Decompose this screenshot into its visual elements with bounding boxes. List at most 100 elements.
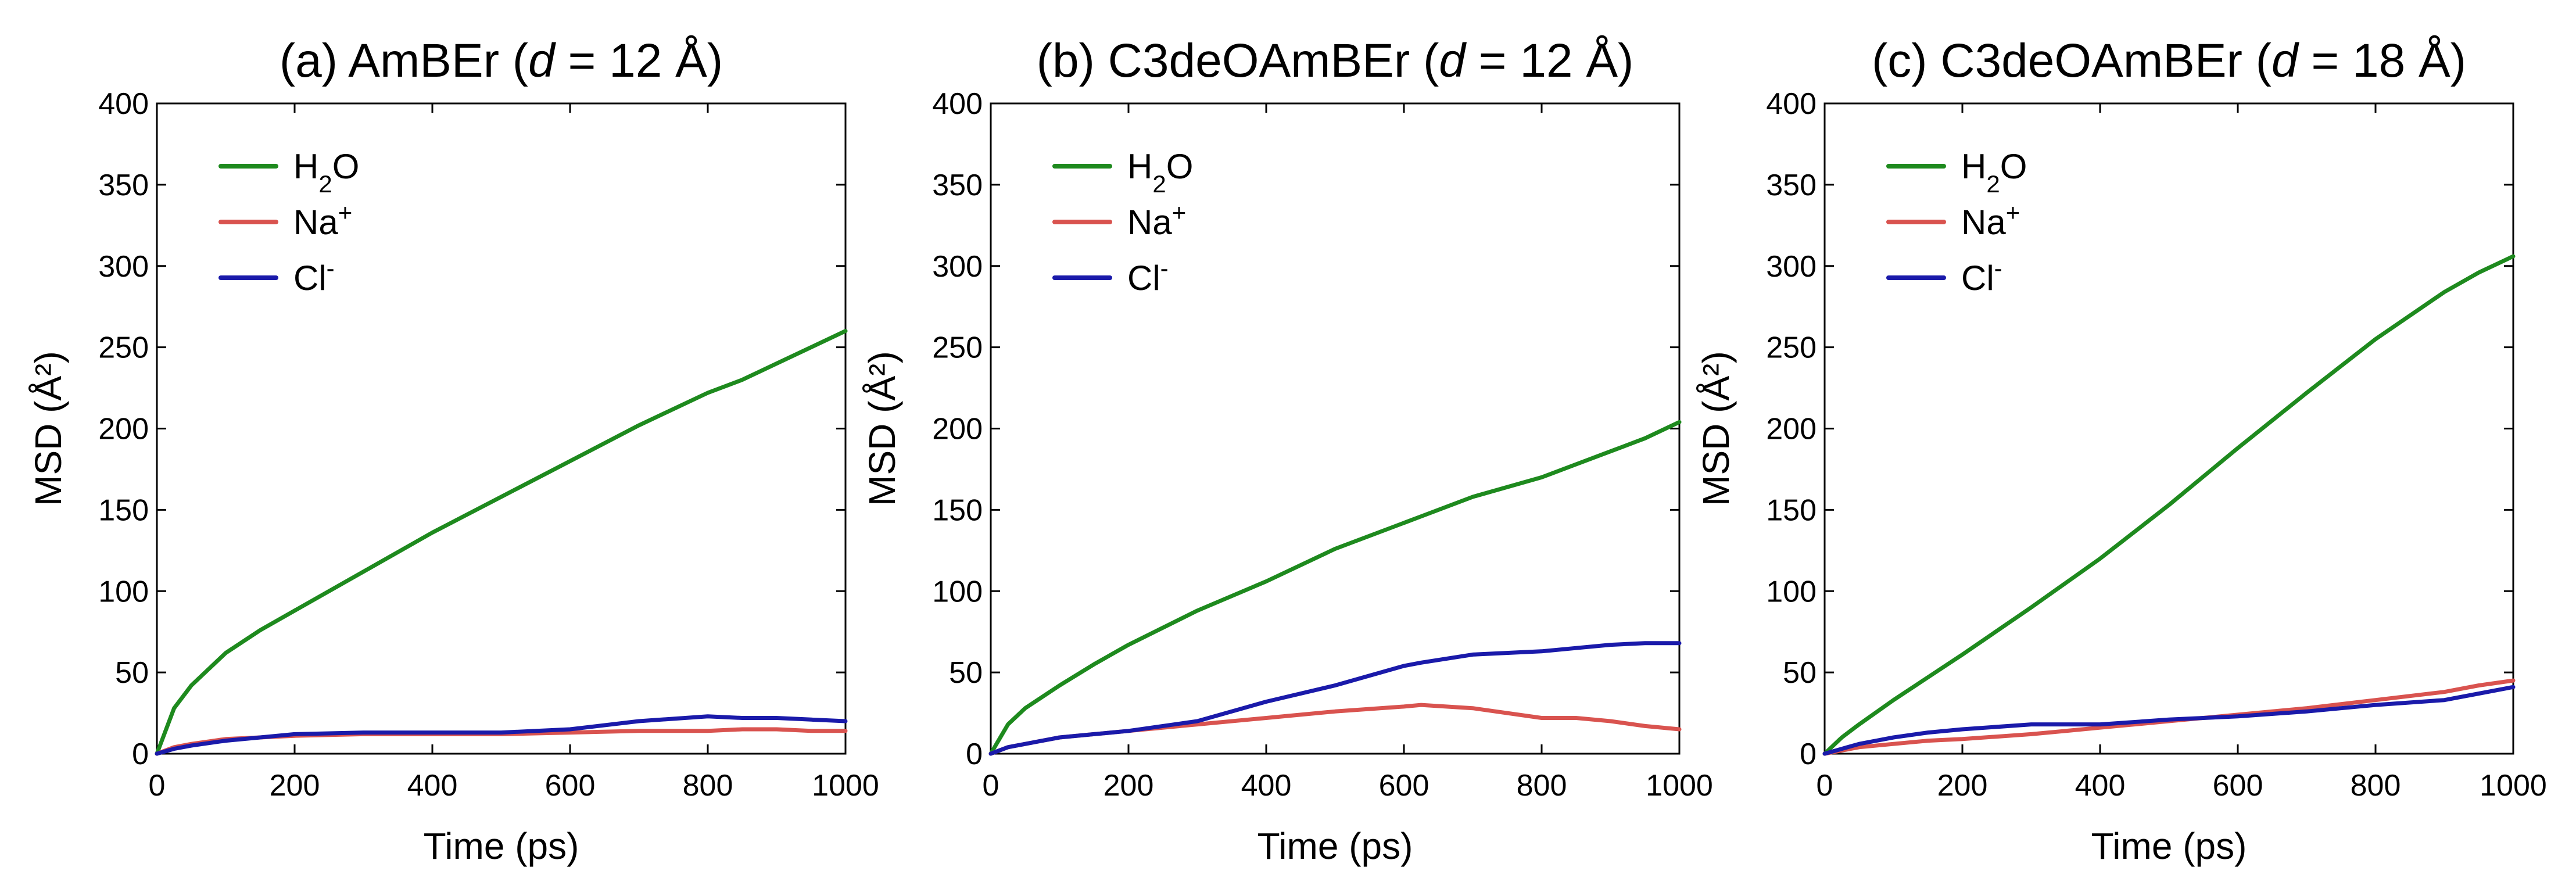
chart-title-italic: d xyxy=(2272,34,2299,87)
y-tick-label: 250 xyxy=(1766,331,1817,365)
legend-label-main: Na xyxy=(1127,203,1172,242)
series-line-h2o xyxy=(155,329,848,756)
chart-title-italic: d xyxy=(1439,34,1467,87)
legend-label-main: Cl xyxy=(293,259,327,298)
chart-title: (a) AmBEr (d = 12 Å) xyxy=(280,34,723,87)
legend-label-main: Na xyxy=(1961,203,2006,242)
y-tick-label: 200 xyxy=(1766,413,1817,446)
series-line-na xyxy=(1822,678,2516,756)
legend-item-cl: Cl- xyxy=(1886,255,2002,298)
series-line-h2o xyxy=(988,420,1682,756)
x-tick-label: 0 xyxy=(1817,769,1833,803)
y-tick-label: 200 xyxy=(932,413,983,446)
series-line-cl xyxy=(155,714,848,756)
y-tick-label: 300 xyxy=(98,250,149,284)
legend-label-sup: + xyxy=(2006,199,2020,226)
x-tick-label: 600 xyxy=(2213,769,2263,803)
x-tick-label: 1000 xyxy=(2480,769,2547,803)
chart-title: (c) C3deOAmBEr (d = 18 Å) xyxy=(1872,34,2466,87)
chart-panel-c: (c) C3deOAmBEr (d = 18 Å) 0 50 100 150 200 250… xyxy=(1695,34,2547,867)
x-tick-label: 800 xyxy=(683,769,733,803)
y-tick-label: 0 xyxy=(132,737,149,771)
legend-item-cl: Cl- xyxy=(1052,255,1169,298)
legend-label-main: H xyxy=(293,147,318,186)
series-line-cl xyxy=(1822,685,2516,756)
legend-item-na: Na+ xyxy=(218,199,353,242)
legend-label-main: H xyxy=(1127,147,1152,186)
x-tick-label: 200 xyxy=(1104,769,1154,803)
y-tick-label: 350 xyxy=(932,169,983,202)
legend-label-tail: O xyxy=(332,147,360,186)
legend-label: Na+ xyxy=(1127,199,1186,242)
chart-title-suffix: = 18 Å) xyxy=(2298,34,2466,87)
y-axis-label: MSD (Å²) xyxy=(27,351,69,506)
y-tick-label: 100 xyxy=(932,575,983,608)
y-tick-label: 100 xyxy=(1766,575,1817,608)
x-tick-label: 1000 xyxy=(812,769,879,803)
x-tick-label: 400 xyxy=(2075,769,2126,803)
legend-label-sup: - xyxy=(327,255,335,282)
y-tick-label: 350 xyxy=(98,169,149,202)
y-tick-label: 400 xyxy=(98,87,149,121)
y-tick-label: 300 xyxy=(1766,250,1817,284)
y-tick-label: 350 xyxy=(1766,169,1817,202)
chart-title-prefix: (b) C3deOAmBEr ( xyxy=(1037,34,1439,87)
chart-panel-a: (a) AmBEr (d = 12 Å) 0 50 100 150 200 250 300 35… xyxy=(27,34,879,867)
y-tick-label: 250 xyxy=(932,331,983,365)
legend-label: H2O xyxy=(1961,147,2027,198)
chart-panel-b: (b) C3deOAmBEr (d = 12 Å) 0 50 100 150 200 250… xyxy=(861,34,1713,867)
legend-label-sub: 2 xyxy=(1986,170,2000,198)
y-tick-label: 0 xyxy=(1800,737,1817,771)
y-tick-label: 200 xyxy=(98,413,149,446)
x-tick-label: 1000 xyxy=(1646,769,1713,803)
legend-label-sup: - xyxy=(1994,255,2002,282)
chart-title-italic: d xyxy=(528,34,556,87)
y-tick-label: 250 xyxy=(98,331,149,365)
y-axis-label: MSD (Å²) xyxy=(1695,351,1737,506)
x-tick-label: 0 xyxy=(149,769,166,803)
x-tick-label: 600 xyxy=(545,769,596,803)
chart-title: (b) C3deOAmBEr (d = 12 Å) xyxy=(1037,34,1634,87)
y-tick-label: 100 xyxy=(98,575,149,608)
legend-item-h2o: H2O xyxy=(1886,147,2027,198)
legend-label: H2O xyxy=(1127,147,1193,198)
y-tick-label: 150 xyxy=(932,493,983,527)
legend-item-na: Na+ xyxy=(1052,199,1186,242)
legend-label-tail: O xyxy=(1166,147,1194,186)
x-tick-label: 600 xyxy=(1379,769,1429,803)
y-tick-label: 150 xyxy=(98,493,149,527)
legend-label-main: Na xyxy=(293,203,338,242)
legend-item-h2o: H2O xyxy=(1052,147,1193,198)
legend: H2O Na+ Cl- xyxy=(218,147,360,298)
plot-frame xyxy=(1823,102,2514,755)
legend-item-cl: Cl- xyxy=(218,255,335,298)
legend-label-sub: 2 xyxy=(318,170,332,198)
x-tick-label: 400 xyxy=(1241,769,1292,803)
legend-label: Cl- xyxy=(1127,255,1169,298)
y-tick-label: 50 xyxy=(949,656,983,690)
x-tick-label: 400 xyxy=(407,769,458,803)
y-tick-label: 0 xyxy=(966,737,983,771)
chart-title-suffix: = 12 Å) xyxy=(1466,34,1633,87)
legend-label-sup: + xyxy=(338,199,353,226)
x-axis-label: Time (ps) xyxy=(2091,825,2247,867)
legend-label: Na+ xyxy=(1961,199,2020,242)
legend-label-main: Cl xyxy=(1127,259,1160,298)
x-tick-label: 800 xyxy=(2351,769,2401,803)
legend-label-sup: + xyxy=(1172,199,1187,226)
chart-title-prefix: (a) AmBEr ( xyxy=(280,34,528,87)
plot-frame xyxy=(156,102,847,755)
legend-label-sub: 2 xyxy=(1152,170,1166,198)
y-tick-label: 300 xyxy=(932,250,983,284)
legend-label: Cl- xyxy=(293,255,335,298)
x-tick-label: 800 xyxy=(1517,769,1567,803)
series-line-h2o xyxy=(1822,254,2516,756)
y-tick-label: 400 xyxy=(932,87,983,121)
x-tick-label: 200 xyxy=(1937,769,1988,803)
y-tick-label: 50 xyxy=(1783,656,1817,690)
y-axis-label: MSD (Å²) xyxy=(861,351,903,506)
legend-label-sup: - xyxy=(1160,255,1169,282)
